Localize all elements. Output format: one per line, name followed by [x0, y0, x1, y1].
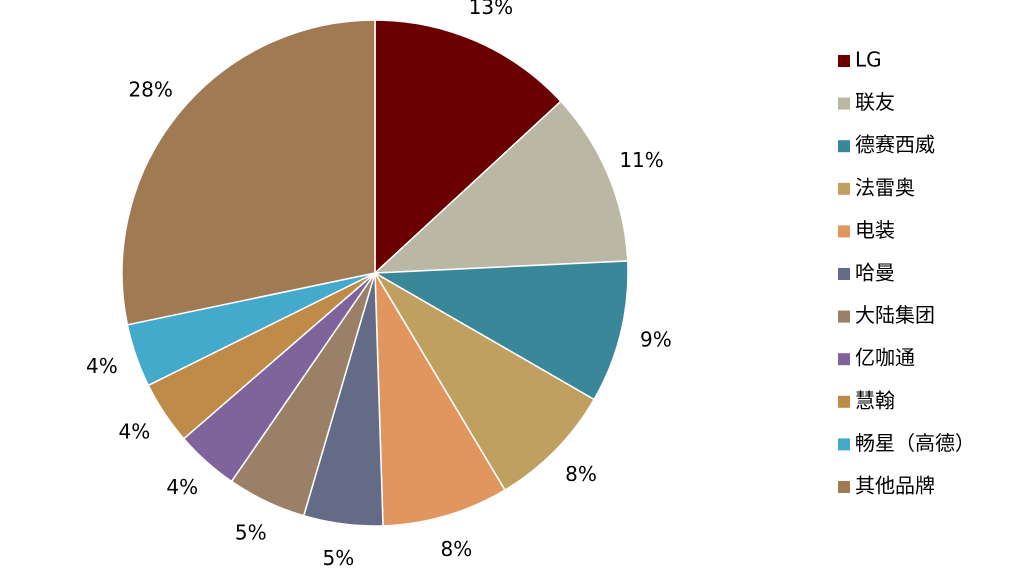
legend-swatch — [838, 481, 850, 493]
legend-swatch — [838, 225, 850, 238]
pie-slice — [372, 100, 629, 274]
legend-swatch — [838, 353, 850, 366]
legend-label: 法雷奥 — [855, 175, 915, 199]
legend-swatch — [838, 55, 850, 67]
legend-label: 大陆集团 — [855, 303, 935, 327]
legend-label: 畅星（高德） — [855, 431, 975, 455]
legend-label: 其他品牌 — [855, 474, 935, 498]
pie-slice — [372, 260, 629, 401]
pie-slice — [372, 270, 596, 492]
legend-label: 亿咖通 — [855, 346, 915, 370]
legend-swatch — [838, 268, 850, 280]
legend-swatch — [838, 438, 850, 451]
legend-swatch — [838, 310, 850, 323]
legend-label: LG — [855, 48, 882, 72]
legend-swatch — [838, 97, 850, 110]
data-label: 8% — [441, 537, 473, 561]
legend-label: 哈曼 — [855, 261, 895, 285]
data-label: 4% — [119, 420, 151, 444]
data-label: 5% — [323, 546, 355, 568]
pie-slice — [121, 19, 376, 326]
legend-swatch — [838, 182, 850, 195]
data-label: 4% — [166, 475, 198, 499]
pie-slice — [374, 19, 562, 275]
legend-label: 电装 — [855, 218, 895, 242]
data-label: 28% — [128, 77, 172, 101]
legend-label: 联友 — [855, 90, 895, 114]
data-label: 4% — [86, 354, 118, 378]
data-label: 11% — [619, 148, 663, 172]
data-label: 5% — [235, 520, 267, 544]
legend-label: 慧翰 — [855, 388, 895, 412]
legend-label: 德赛西威 — [855, 133, 935, 157]
legend-swatch — [838, 395, 850, 408]
data-label: 8% — [565, 462, 597, 486]
legend-swatch — [838, 140, 850, 153]
data-label: 13% — [469, 0, 513, 19]
pie-slice — [374, 270, 506, 527]
data-label: 9% — [640, 328, 672, 352]
